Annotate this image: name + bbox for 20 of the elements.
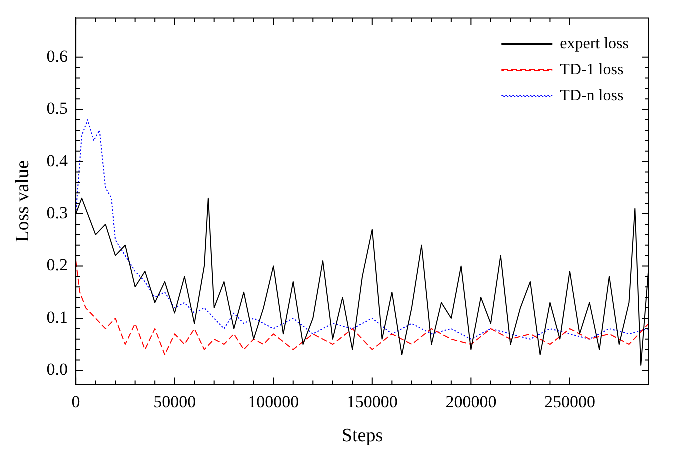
legend-label: TD-1 loss	[560, 61, 624, 78]
y-tick-label: 0.3	[46, 204, 68, 222]
y-tick-label: 0.6	[46, 46, 68, 66]
x-axis-title: Steps	[342, 426, 384, 447]
legend-label: expert loss	[560, 35, 629, 52]
y-axis-title: Loss value	[12, 160, 34, 242]
y-tick-label: 0.0	[46, 360, 68, 380]
line-series	[76, 260, 649, 356]
x-tick-label: 50000	[154, 392, 196, 412]
x-tick-label: 200000	[446, 392, 497, 412]
x-tick-label: 250000	[544, 392, 596, 412]
legend-label: TD-n loss	[560, 87, 624, 104]
y-tick-label: 0.5	[46, 99, 68, 118]
line-series	[76, 120, 649, 340]
y-tick-label: 0.1	[46, 308, 68, 327]
x-tick-label: 100000	[248, 392, 300, 412]
y-tick-label: 0.2	[46, 256, 68, 275]
y-tick-label: 0.4	[46, 151, 69, 170]
x-tick-label: 150000	[346, 392, 398, 412]
x-tick-label: 0	[72, 392, 80, 412]
